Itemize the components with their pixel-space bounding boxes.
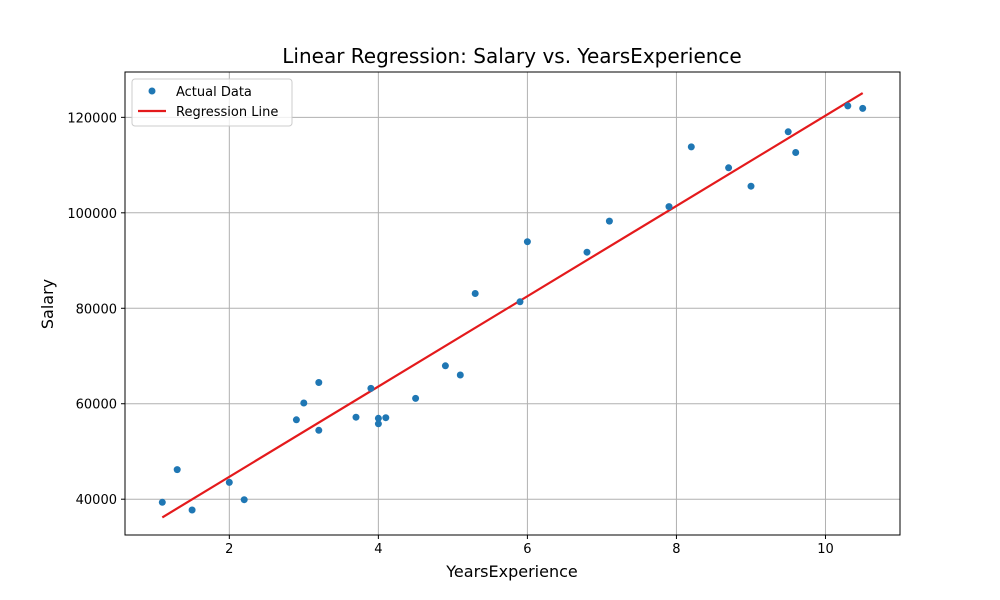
y-tick-label: 120000 [67, 111, 117, 126]
y-tick-label: 40000 [76, 493, 117, 508]
y-tick-label: 80000 [76, 302, 117, 317]
data-point [583, 248, 591, 256]
data-point [412, 394, 420, 402]
regression-line [161, 92, 864, 519]
data-point [687, 143, 695, 151]
data-point [374, 414, 382, 422]
legend-box [131, 78, 293, 127]
regression-line-layer [161, 92, 864, 519]
data-point [367, 384, 375, 392]
data-point [859, 104, 867, 112]
data-point [240, 496, 248, 504]
y-tick-label: 60000 [76, 398, 117, 413]
data-point [725, 164, 733, 172]
data-point [605, 217, 613, 225]
legend: Actual Data Regression Line [131, 78, 293, 127]
data-point [665, 203, 673, 211]
x-tick-label: 10 [817, 542, 834, 557]
data-point [516, 298, 524, 306]
x-tick-label: 4 [374, 542, 382, 557]
data-point [188, 506, 196, 514]
data-point [292, 416, 300, 424]
data-point [792, 149, 800, 156]
data-point [747, 182, 755, 190]
x-tick-label: 6 [523, 542, 531, 557]
data-point [374, 420, 382, 428]
legend-marker-actual-data [148, 87, 156, 95]
data-point [523, 238, 531, 246]
data-point [352, 413, 360, 421]
data-point [300, 399, 308, 407]
y-axis-ticks: 40000 60000 80000 100000 120000 [67, 111, 125, 508]
data-point [158, 498, 166, 506]
x-tick-label: 2 [225, 542, 233, 557]
data-point [441, 362, 449, 370]
data-point [382, 414, 390, 422]
x-tick-label: 8 [672, 542, 680, 557]
data-point [456, 371, 464, 379]
data-point [315, 379, 323, 386]
x-axis-ticks: 2 4 6 8 10 [225, 535, 834, 557]
data-point [471, 290, 479, 297]
data-point [173, 466, 181, 474]
data-points-layer [158, 102, 867, 514]
x-axis-label: YearsExperience [445, 562, 577, 581]
data-point [784, 128, 792, 136]
legend-label-regression-line: Regression Line [176, 105, 278, 120]
data-point [844, 102, 852, 110]
plot-frame [124, 71, 901, 536]
data-point [315, 426, 323, 434]
data-point [225, 478, 233, 486]
y-tick-label: 100000 [67, 207, 117, 222]
legend-label-actual-data: Actual Data [176, 85, 252, 100]
y-axis-label: Salary [38, 279, 57, 329]
grid [125, 72, 900, 535]
chart-title: Linear Regression: Salary vs. YearsExper… [282, 44, 741, 68]
